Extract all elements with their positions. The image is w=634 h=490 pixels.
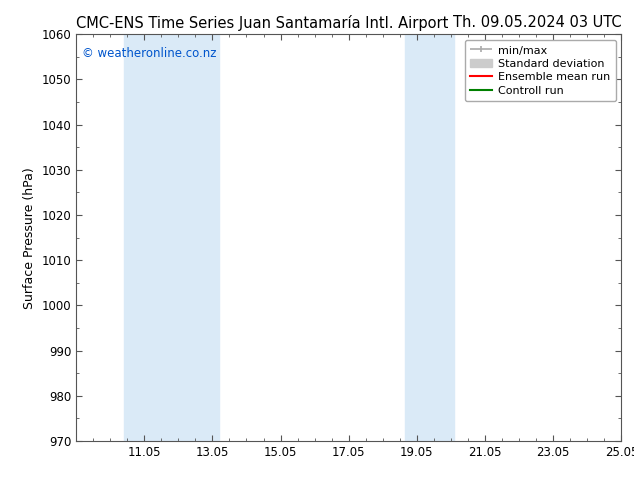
Text: © weatheronline.co.nz: © weatheronline.co.nz [82,47,216,59]
Text: Th. 09.05.2024 03 UTC: Th. 09.05.2024 03 UTC [453,15,621,30]
Bar [124,34,219,441]
Text: CMC-ENS Time Series Juan Santamaría Intl. Airport: CMC-ENS Time Series Juan Santamaría Intl… [76,15,448,31]
Y-axis label: Surface Pressure (hPa): Surface Pressure (hPa) [23,167,36,309]
Bar [405,34,455,441]
Legend: min/max, Standard deviation, Ensemble mean run, Controll run: min/max, Standard deviation, Ensemble me… [465,40,616,101]
